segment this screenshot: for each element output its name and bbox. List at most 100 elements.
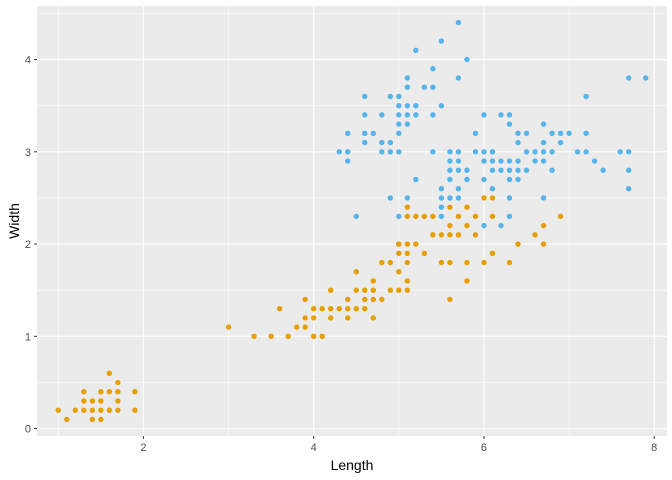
data-point xyxy=(310,333,317,340)
data-point xyxy=(115,389,121,395)
data-point xyxy=(353,269,359,275)
data-point xyxy=(438,232,445,238)
data-point xyxy=(430,66,436,72)
data-point xyxy=(387,195,394,201)
grid-major xyxy=(37,6,667,436)
data-point xyxy=(362,287,368,293)
x-tick-label: 8 xyxy=(651,442,657,454)
data-point xyxy=(455,19,462,26)
y-tick-label: 1 xyxy=(25,331,31,343)
data-point xyxy=(106,389,113,395)
data-point xyxy=(447,296,453,303)
data-point xyxy=(591,158,598,164)
data-point xyxy=(81,407,87,413)
data-point xyxy=(353,305,359,312)
data-point xyxy=(625,149,632,155)
data-point xyxy=(115,407,121,413)
data-point xyxy=(379,139,385,146)
data-point xyxy=(515,130,521,137)
data-point xyxy=(362,93,368,100)
data-point xyxy=(515,139,521,146)
data-point xyxy=(98,389,104,395)
data-point xyxy=(498,158,504,164)
data-point xyxy=(404,213,411,220)
data-point xyxy=(379,259,385,266)
data-point xyxy=(72,407,79,413)
data-point xyxy=(523,149,530,155)
data-point xyxy=(98,407,104,413)
data-point xyxy=(464,204,470,210)
data-point xyxy=(523,130,530,137)
data-point xyxy=(540,195,547,201)
data-point xyxy=(489,195,496,201)
data-point xyxy=(506,176,513,183)
data-point xyxy=(81,389,87,395)
data-point xyxy=(132,407,138,413)
data-point xyxy=(345,149,351,155)
y-axis-title: Width xyxy=(6,203,22,239)
data-point xyxy=(310,305,317,312)
data-point xyxy=(430,112,436,118)
data-point xyxy=(413,176,419,183)
data-point xyxy=(549,130,555,137)
data-point xyxy=(345,305,351,312)
data-point xyxy=(387,287,394,293)
data-point xyxy=(396,213,402,220)
data-point xyxy=(557,213,564,220)
data-point xyxy=(251,333,257,340)
data-point xyxy=(370,287,376,293)
x-tick-label: 6 xyxy=(481,442,487,454)
data-point xyxy=(625,186,632,192)
data-point xyxy=(447,167,453,173)
data-point xyxy=(438,38,445,44)
data-point xyxy=(396,112,402,118)
data-point xyxy=(498,167,504,173)
data-point xyxy=(557,139,564,146)
data-point xyxy=(438,195,445,201)
data-point xyxy=(447,149,453,155)
data-point xyxy=(387,259,394,266)
data-point xyxy=(310,315,317,321)
data-point xyxy=(379,112,385,118)
data-point xyxy=(566,130,572,137)
data-point xyxy=(549,167,555,173)
data-point xyxy=(464,222,470,229)
data-point xyxy=(438,259,445,266)
data-point xyxy=(447,158,453,164)
data-point xyxy=(396,241,402,247)
data-point xyxy=(447,259,453,266)
data-point xyxy=(540,121,547,127)
data-point xyxy=(396,102,402,109)
data-point xyxy=(421,250,428,256)
plot-panel xyxy=(37,6,667,436)
data-point xyxy=(438,204,445,210)
data-point xyxy=(396,149,402,155)
data-point xyxy=(481,222,487,229)
y-axis: 0 1 2 3 4 xyxy=(25,55,37,436)
data-point xyxy=(481,195,487,201)
data-point xyxy=(55,407,61,413)
data-point xyxy=(362,305,368,312)
data-point xyxy=(328,287,334,293)
data-point xyxy=(362,112,368,118)
data-point xyxy=(506,121,513,127)
data-point xyxy=(574,149,581,155)
data-point xyxy=(98,398,104,404)
data-point xyxy=(498,112,504,118)
data-point xyxy=(115,379,121,386)
data-point xyxy=(506,259,513,266)
data-point xyxy=(302,324,308,330)
data-point xyxy=(413,241,419,247)
data-point xyxy=(345,296,351,303)
data-point xyxy=(404,195,411,201)
data-point xyxy=(455,232,462,238)
data-point xyxy=(370,315,376,321)
data-point xyxy=(430,232,436,238)
data-point xyxy=(455,149,462,155)
data-point xyxy=(404,121,411,127)
data-point xyxy=(89,407,96,413)
data-point xyxy=(98,416,104,423)
data-point xyxy=(353,213,359,220)
data-point xyxy=(506,158,513,164)
